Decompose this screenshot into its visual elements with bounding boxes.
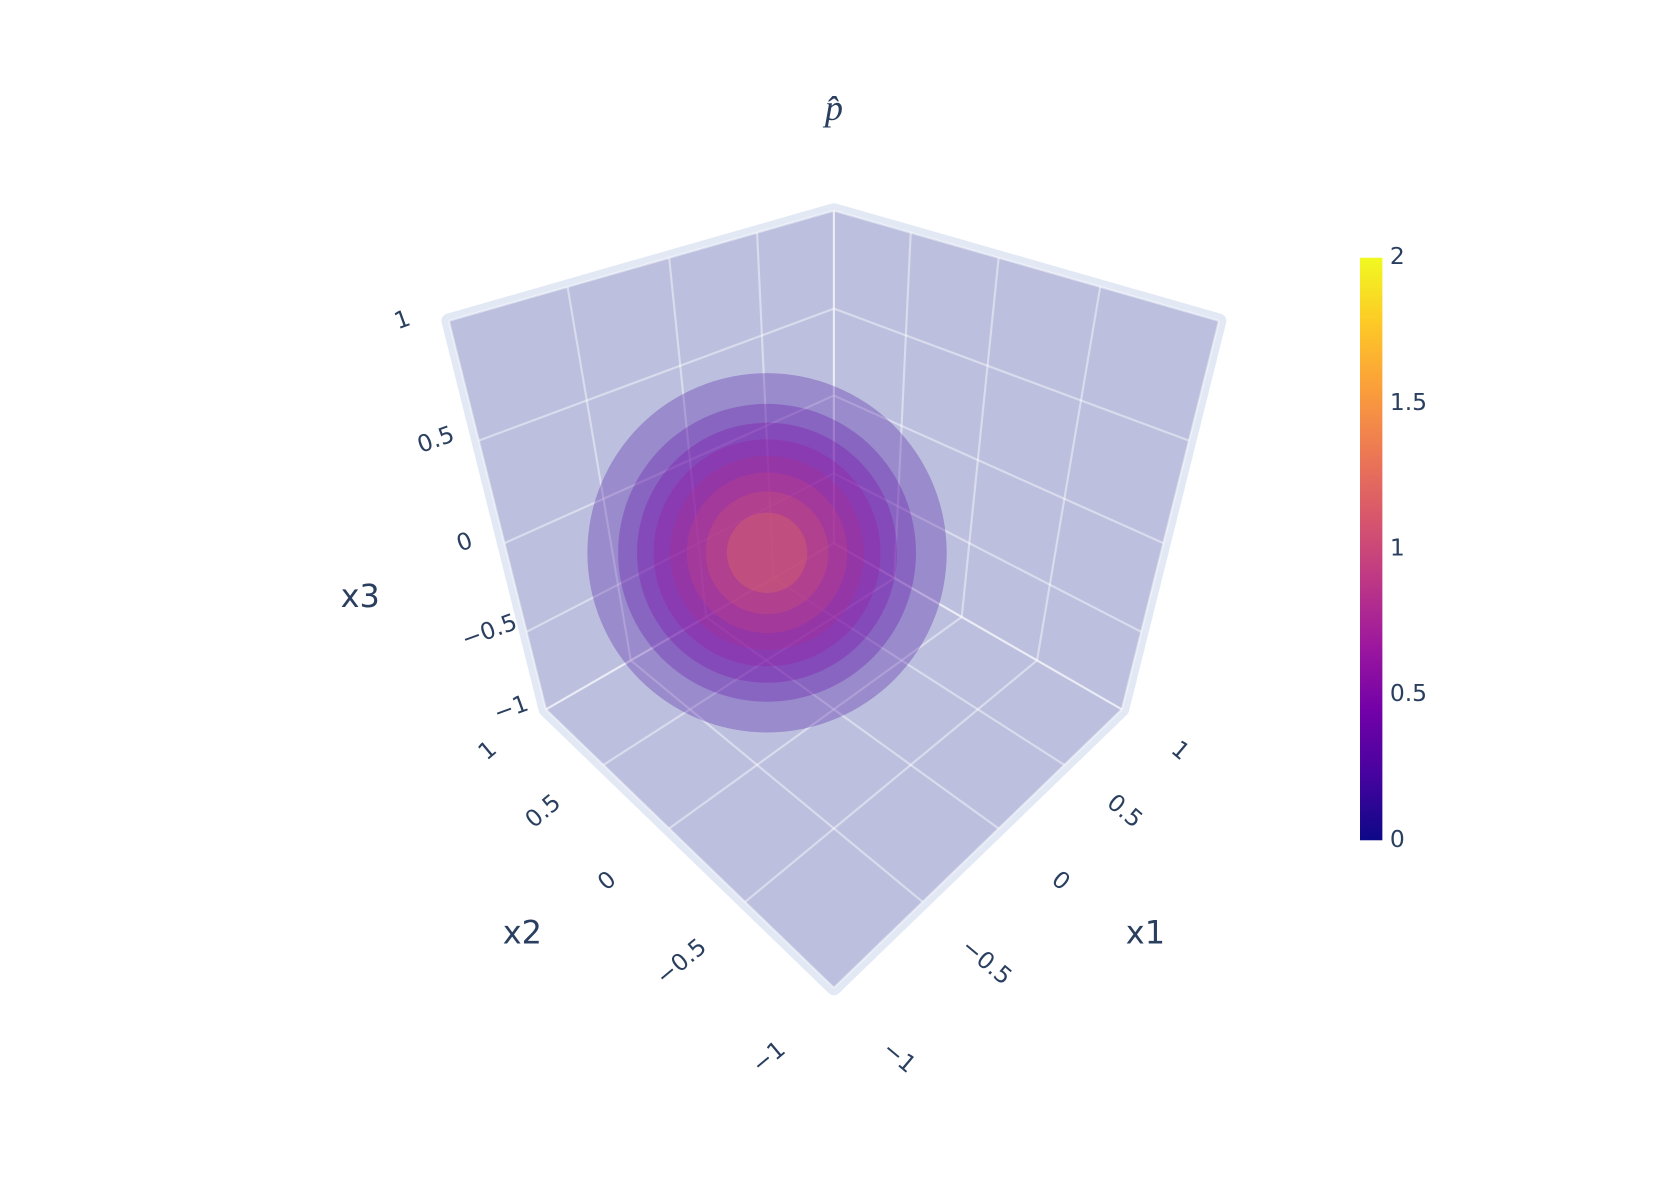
axis-title: x3 xyxy=(341,577,380,615)
colorbar xyxy=(1360,257,1383,841)
tick-label: −1 xyxy=(746,1035,790,1079)
grid-line xyxy=(893,232,912,579)
colorbar-tick-label: 2 xyxy=(1390,242,1405,270)
grid-line xyxy=(566,286,632,661)
grid-line xyxy=(447,320,548,710)
plot-area: p̂ −1 −0.5 0 0.5 1 −1 −0.5 0 0.5 1 −1 −0.5 0 0.5 1 x1 x2… xyxy=(341,88,1427,1078)
tick-label: 0.5 xyxy=(1102,788,1149,833)
isosurface xyxy=(670,455,864,650)
grid-line xyxy=(545,708,835,989)
tick-label: 0 xyxy=(592,865,621,896)
tick-label: −0.5 xyxy=(650,932,712,990)
tick-label: 1 xyxy=(472,735,501,766)
grid-line xyxy=(630,659,924,903)
grid-line xyxy=(503,394,835,545)
axis-title: x2 xyxy=(503,914,542,952)
grid-line xyxy=(602,577,895,766)
grid-line xyxy=(833,209,1220,322)
tick-label: 0 xyxy=(453,526,477,557)
grid-line xyxy=(833,542,1123,711)
chart-title: p̂ xyxy=(822,88,843,128)
tick-label: −0.5 xyxy=(956,932,1018,990)
axis-title: x1 xyxy=(1126,914,1165,952)
grid-line xyxy=(833,472,1142,633)
grid-line xyxy=(833,394,1164,545)
grid-line xyxy=(448,209,835,322)
grid-line xyxy=(772,577,1065,766)
grid-line xyxy=(1120,320,1220,710)
volume-background xyxy=(448,210,1219,988)
isosurface xyxy=(618,403,916,702)
tick-label: −0.5 xyxy=(458,608,521,654)
tick-label: 1 xyxy=(390,304,414,335)
grid-line xyxy=(833,542,1123,711)
grid-line xyxy=(705,616,1000,830)
tick-label: 0.5 xyxy=(519,788,566,833)
colorbar-tick-label: 1 xyxy=(1390,534,1405,562)
colorbar-tick-label: 0.5 xyxy=(1390,679,1427,707)
grid-line xyxy=(668,257,708,618)
tick-label: 1 xyxy=(1166,735,1195,766)
grid-line xyxy=(744,659,1038,903)
isosurface xyxy=(726,512,808,593)
isosurface xyxy=(653,439,881,667)
tick-label: 0 xyxy=(1046,865,1075,896)
isosurface xyxy=(686,472,848,634)
isosurface xyxy=(705,491,829,615)
grid-line xyxy=(960,257,1000,618)
tick-label: 0.5 xyxy=(413,420,458,459)
grid-line xyxy=(478,307,835,442)
grid-line xyxy=(756,232,775,579)
colorbar-tick-label: 1.5 xyxy=(1390,388,1427,416)
isosurface xyxy=(587,373,947,733)
grid-line xyxy=(668,616,963,830)
colorbar-tick-label: 0 xyxy=(1390,825,1405,853)
grid-line xyxy=(545,542,835,711)
isosurface xyxy=(637,422,898,683)
tick-label: −1 xyxy=(877,1035,921,1079)
grid-line xyxy=(1035,286,1102,661)
grid-line xyxy=(545,542,835,711)
grid-line xyxy=(833,708,1123,989)
grid-line xyxy=(833,307,1190,442)
tick-label: −1 xyxy=(490,689,532,727)
grid-line xyxy=(526,472,835,633)
